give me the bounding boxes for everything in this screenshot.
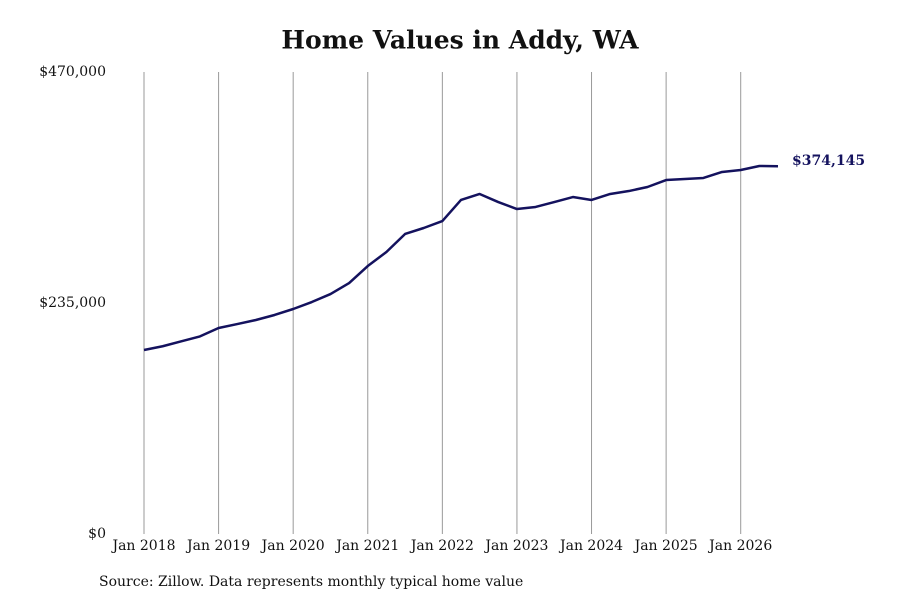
y-tick-label: $235,000 [39, 295, 106, 311]
x-tick-label: Jan 2024 [558, 538, 623, 554]
x-tick-label: Jan 2020 [260, 538, 325, 554]
x-tick-label: Jan 2018 [110, 538, 175, 554]
line [143, 164, 779, 352]
x-tick-label: Jan 2021 [334, 538, 399, 554]
chart-title: Home Values in Addy, WA [281, 26, 639, 55]
x-tick-label: Jan 2025 [633, 538, 698, 554]
y-tick-label: $470,000 [39, 64, 106, 80]
x-tick-label: Jan 2026 [707, 538, 772, 554]
x-tick-label: Jan 2023 [483, 538, 548, 554]
y-tick-label: $0 [88, 526, 106, 542]
value-label: $374,145 [792, 153, 865, 169]
x-tick-label: Jan 2022 [409, 538, 474, 554]
x-tick-label: Jan 2019 [185, 538, 250, 554]
source-note: Source: Zillow. Data represents monthly … [99, 574, 523, 590]
